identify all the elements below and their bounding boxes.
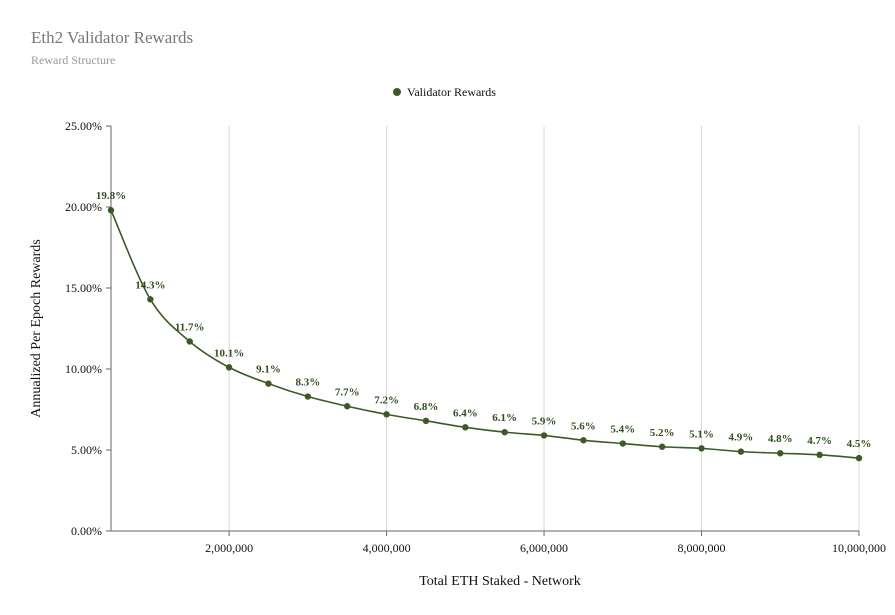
data-point: [422, 417, 430, 425]
data-point: [344, 403, 351, 410]
data-label: 7.7%: [335, 386, 360, 398]
data-label: 11.7%: [175, 321, 205, 333]
data-labels: 19.8% 14.3% 11.7% 10.1% 9.1% 8.3% 7.7% 7.2% 6.8%…: [96, 190, 872, 450]
grid-lines: [228, 126, 860, 531]
data-point: [304, 393, 312, 400]
data-label: 14.3%: [135, 279, 165, 291]
data-point: [580, 437, 587, 444]
data-point: [816, 451, 823, 459]
data-label: 8.3%: [295, 377, 320, 389]
data-label: 4.9%: [729, 432, 754, 444]
data-point: [658, 443, 666, 450]
data-point: [265, 380, 272, 387]
data-point: [107, 207, 115, 214]
chart-title: Eth2 Validator Rewards: [31, 28, 194, 47]
data-label: 10.1%: [214, 347, 244, 359]
y-tick-label: 0.00%: [71, 524, 102, 538]
data-label: 5.1%: [689, 428, 714, 440]
y-axis-title: Annualized Per Epoch Rewards: [29, 239, 44, 417]
data-label: 7.2%: [374, 394, 399, 406]
x-tick-label: 6,000,000: [520, 541, 568, 555]
y-tick-label: 20.00%: [65, 200, 102, 214]
x-tick-label: 4,000,000: [363, 541, 411, 555]
axes: 0.00% 5.00% 10.00% 15.00% 20.00% 25.00% 2,000,…: [65, 119, 886, 555]
data-label: 4.8%: [768, 433, 793, 445]
data-point: [540, 432, 548, 439]
data-point: [383, 411, 390, 418]
data-label: 4.5%: [847, 438, 872, 450]
data-point: [619, 440, 626, 447]
data-point: [462, 424, 469, 431]
data-point: [186, 338, 193, 345]
y-tick-label: 5.00%: [71, 443, 102, 457]
data-label: 5.4%: [610, 424, 635, 436]
data-points: [107, 207, 863, 462]
data-point: [147, 296, 154, 303]
x-axis-title: Total ETH Staked - Network: [419, 574, 581, 589]
data-label: 4.7%: [807, 435, 832, 447]
y-tick-label: 10.00%: [65, 362, 102, 376]
data-label: 6.8%: [414, 401, 439, 413]
chart-subtitle: Reward Structure: [31, 53, 116, 67]
x-tick-label: 8,000,000: [678, 541, 726, 555]
data-point: [855, 454, 863, 462]
data-label: 19.8%: [96, 190, 126, 202]
series-line: [110, 209, 860, 459]
data-label: 9.1%: [256, 364, 281, 376]
legend-label: Validator Rewards: [407, 85, 496, 99]
data-point: [225, 364, 233, 371]
y-tick-label: 15.00%: [65, 281, 102, 295]
x-tick-label: 10,000,000: [832, 541, 886, 555]
data-label: 6.1%: [492, 412, 517, 424]
y-tick-label: 25.00%: [65, 119, 102, 133]
data-point: [737, 448, 745, 455]
data-label: 6.4%: [453, 407, 478, 419]
data-point: [698, 445, 705, 452]
x-tick-label: 2,000,000: [205, 541, 253, 555]
legend-marker: [393, 88, 401, 96]
data-label: 5.9%: [532, 415, 557, 427]
legend[interactable]: Validator Rewards: [393, 85, 496, 99]
data-label: 5.6%: [571, 420, 596, 432]
data-point: [777, 450, 784, 457]
series-line-path: [110, 209, 860, 459]
data-label: 5.2%: [650, 427, 675, 439]
data-point: [501, 428, 508, 436]
